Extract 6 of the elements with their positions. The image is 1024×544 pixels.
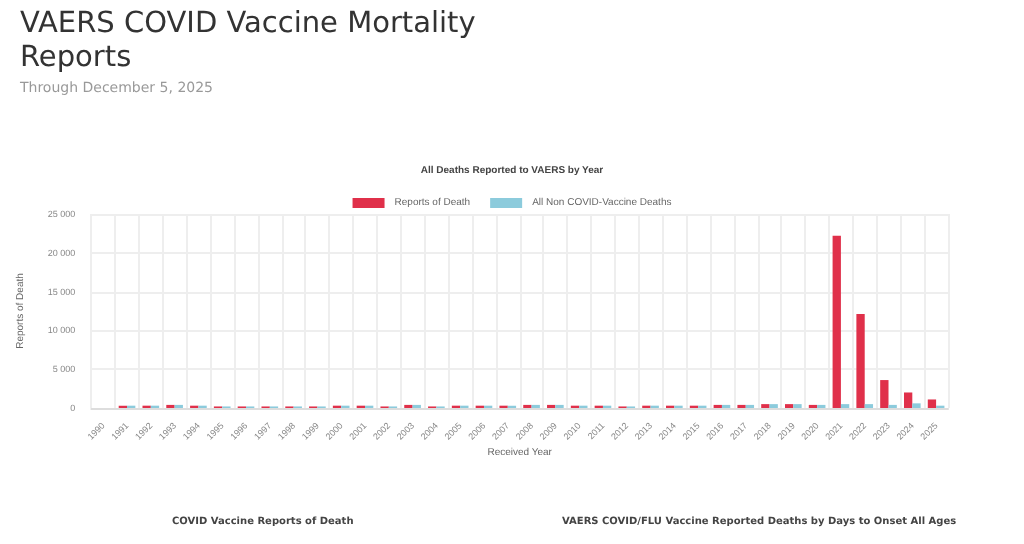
chart-subtitle: VAERS COVID Vaccine Mortality Reports [20,8,478,76]
bar [880,380,889,408]
bar [832,235,841,408]
bar [903,392,913,408]
bar [927,399,937,408]
bar [856,314,865,408]
